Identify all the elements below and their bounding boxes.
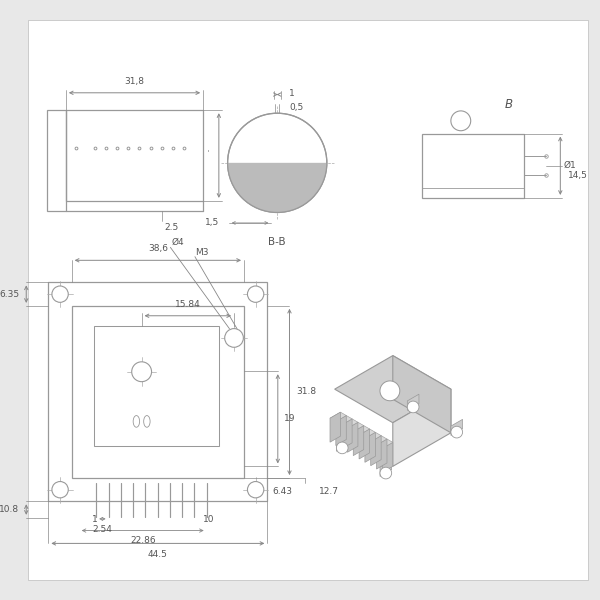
- Polygon shape: [341, 419, 358, 428]
- Polygon shape: [365, 432, 376, 463]
- Text: 31.8: 31.8: [296, 388, 317, 397]
- Text: B-B: B-B: [268, 237, 286, 247]
- Bar: [274, 160, 280, 166]
- Circle shape: [132, 362, 152, 382]
- Polygon shape: [365, 432, 381, 442]
- Polygon shape: [359, 429, 376, 439]
- Text: 31,8: 31,8: [125, 77, 145, 86]
- Text: 14,5: 14,5: [568, 171, 588, 180]
- Polygon shape: [336, 416, 346, 446]
- Circle shape: [247, 482, 264, 498]
- Polygon shape: [347, 422, 358, 452]
- Circle shape: [227, 113, 327, 212]
- Text: B: B: [505, 98, 513, 112]
- Circle shape: [337, 442, 348, 454]
- Text: 15.84: 15.84: [175, 300, 201, 309]
- Polygon shape: [330, 412, 340, 442]
- Polygon shape: [330, 412, 346, 422]
- Circle shape: [52, 482, 68, 498]
- Polygon shape: [393, 389, 451, 466]
- Text: 18.5: 18.5: [229, 151, 249, 160]
- Text: 22.86: 22.86: [130, 536, 155, 545]
- Circle shape: [451, 111, 471, 131]
- Polygon shape: [380, 460, 392, 476]
- Polygon shape: [382, 442, 393, 472]
- Polygon shape: [335, 356, 451, 423]
- Circle shape: [380, 381, 400, 401]
- Polygon shape: [393, 356, 451, 433]
- Text: Ø4: Ø4: [172, 238, 184, 247]
- Bar: [49, 283, 267, 502]
- Polygon shape: [353, 425, 364, 455]
- Circle shape: [224, 329, 244, 347]
- Polygon shape: [359, 429, 370, 459]
- Bar: [66, 110, 203, 201]
- Text: M3: M3: [195, 248, 208, 257]
- Circle shape: [451, 426, 463, 438]
- Polygon shape: [341, 419, 352, 449]
- Text: 44.5: 44.5: [148, 550, 168, 559]
- Polygon shape: [371, 436, 381, 466]
- Text: 6.43: 6.43: [272, 487, 292, 496]
- Text: 12.7: 12.7: [319, 487, 338, 496]
- Text: 1,5: 1,5: [205, 218, 219, 227]
- Text: 0,5: 0,5: [289, 103, 303, 112]
- Text: 38,6: 38,6: [148, 244, 168, 253]
- Circle shape: [247, 286, 264, 302]
- Text: 2.54: 2.54: [92, 525, 112, 534]
- Wedge shape: [227, 163, 327, 212]
- Polygon shape: [353, 425, 370, 435]
- Circle shape: [380, 467, 392, 479]
- Polygon shape: [337, 435, 348, 451]
- Text: 2.5: 2.5: [164, 223, 179, 232]
- Polygon shape: [347, 422, 364, 431]
- Text: 10.8: 10.8: [0, 505, 19, 514]
- Text: Ø1: Ø1: [563, 161, 576, 170]
- Polygon shape: [451, 419, 463, 436]
- Text: 10: 10: [203, 515, 214, 524]
- Polygon shape: [377, 439, 387, 469]
- Text: 1: 1: [289, 89, 295, 98]
- Bar: [422, 134, 524, 198]
- Polygon shape: [377, 439, 393, 448]
- Text: 6.35: 6.35: [0, 290, 19, 299]
- Bar: [94, 326, 220, 446]
- Text: 19: 19: [284, 415, 295, 424]
- Bar: [72, 306, 244, 478]
- Polygon shape: [371, 436, 387, 445]
- Polygon shape: [336, 416, 352, 425]
- Circle shape: [407, 401, 419, 413]
- Bar: [47, 110, 66, 211]
- Text: 1: 1: [92, 515, 97, 524]
- Circle shape: [52, 286, 68, 302]
- Polygon shape: [407, 394, 419, 410]
